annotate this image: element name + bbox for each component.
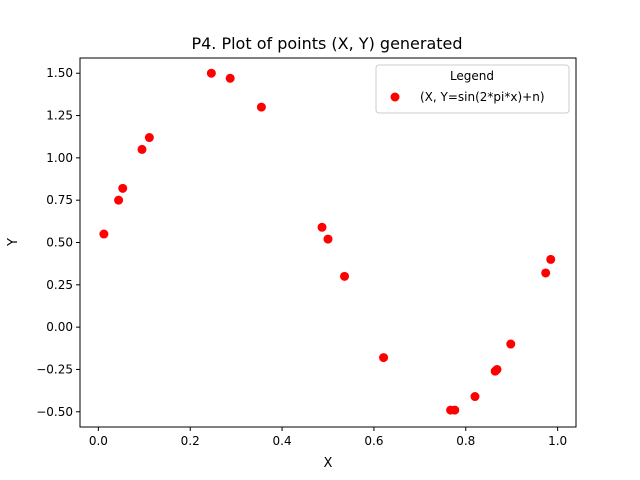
data-point xyxy=(379,353,389,363)
data-point xyxy=(317,222,327,232)
x-tick-label: 0.8 xyxy=(456,434,475,448)
y-tick-label: 0.25 xyxy=(46,278,73,292)
data-point xyxy=(256,102,266,112)
data-point xyxy=(506,339,516,349)
x-tick-label: 0.6 xyxy=(364,434,383,448)
data-point xyxy=(450,405,460,415)
y-tick-label: 0.75 xyxy=(46,193,73,207)
y-tick-label: 0.50 xyxy=(46,236,73,250)
legend-box xyxy=(375,64,570,114)
y-tick-label: 1.25 xyxy=(46,109,73,123)
x-axis-label: X xyxy=(324,456,333,471)
data-point xyxy=(546,254,556,264)
y-tick-label: −0.25 xyxy=(36,362,73,376)
legend-entry-label: (X, Y=sin(2*pi*x)+n) xyxy=(420,90,545,104)
data-point xyxy=(323,234,333,244)
y-axis-label: Y xyxy=(6,238,21,247)
y-tick-label: 1.00 xyxy=(46,151,73,165)
y-axis-ticks: −0.50 −0.25 0.00 0.25 0.50 0.75 1.00 1.25 1.50 xyxy=(36,66,80,419)
data-point xyxy=(99,229,109,239)
data-point xyxy=(541,268,551,278)
data-point xyxy=(114,195,124,205)
x-tick-label: 0.2 xyxy=(181,434,200,448)
data-point xyxy=(144,133,154,143)
data-point xyxy=(225,73,235,83)
legend: Legend (X, Y=sin(2*pi*x)+n) xyxy=(375,64,570,114)
y-tick-label: 1.50 xyxy=(46,66,73,80)
data-points xyxy=(99,68,556,415)
data-point xyxy=(492,364,502,374)
data-point xyxy=(118,183,128,193)
legend-marker xyxy=(390,92,400,102)
data-point xyxy=(137,144,147,154)
x-tick-label: 0.4 xyxy=(273,434,292,448)
data-point xyxy=(340,271,350,281)
y-tick-label: −0.50 xyxy=(36,405,73,419)
y-tick-label: 0.00 xyxy=(46,320,73,334)
x-tick-label: 1.0 xyxy=(548,434,567,448)
data-point xyxy=(206,68,216,78)
chart-title: P4. Plot of points (X, Y) generated xyxy=(191,34,462,53)
x-tick-label: 0.0 xyxy=(89,434,108,448)
data-point xyxy=(470,392,480,402)
x-axis-ticks: 0.0 0.2 0.4 0.6 0.8 1.0 xyxy=(89,427,567,448)
legend-title: Legend xyxy=(450,69,494,83)
